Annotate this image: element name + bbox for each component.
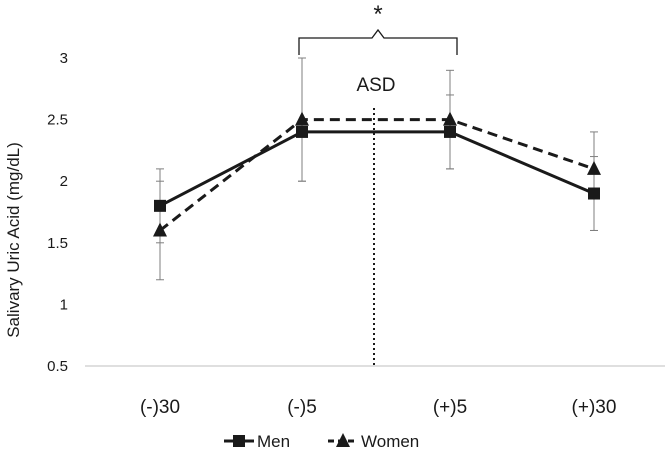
- significance-bracket: [298, 28, 458, 55]
- men-series-line: [159, 130, 595, 208]
- men-point: [444, 125, 456, 138]
- y-tick-label: 2.5: [47, 112, 68, 129]
- men-point: [154, 199, 166, 212]
- legend-label: Women: [361, 432, 419, 451]
- asd-label: ASD: [356, 75, 395, 96]
- x-tick-label: (+)30: [572, 397, 617, 418]
- y-tick-label: 0.5: [47, 358, 68, 375]
- women-point: [443, 111, 457, 126]
- legend-swatch-marker: [233, 435, 245, 447]
- women-series-line: [159, 118, 595, 232]
- legend-label: Men: [257, 432, 290, 451]
- women-point: [153, 222, 167, 237]
- y-axis-label: Salivary Uric Acid (mg/dL): [4, 142, 23, 338]
- y-tick-label: 1.5: [47, 235, 68, 252]
- series-lines: [159, 118, 595, 232]
- men-point: [296, 125, 308, 138]
- legend-swatch-marker: [336, 433, 350, 447]
- women-point: [295, 111, 309, 126]
- series-markers: [153, 111, 601, 237]
- annotations: ASD *: [298, 1, 458, 366]
- y-tick-label: 3: [60, 50, 68, 67]
- y-tick-label: 1: [60, 296, 68, 313]
- women-point: [587, 160, 601, 175]
- x-tick-label: (-)30: [140, 397, 180, 418]
- axes: 0.5 1 1.5 2 2.5 3 (-)30 (-)5 (+)5 (+)30: [47, 50, 665, 418]
- x-tick-label: (-)5: [287, 397, 317, 418]
- x-tick-label: (+)5: [433, 397, 467, 418]
- significance-star: *: [373, 1, 382, 28]
- y-tick-label: 2: [60, 173, 68, 190]
- men-point: [588, 187, 600, 200]
- legend: Men Women: [224, 432, 419, 451]
